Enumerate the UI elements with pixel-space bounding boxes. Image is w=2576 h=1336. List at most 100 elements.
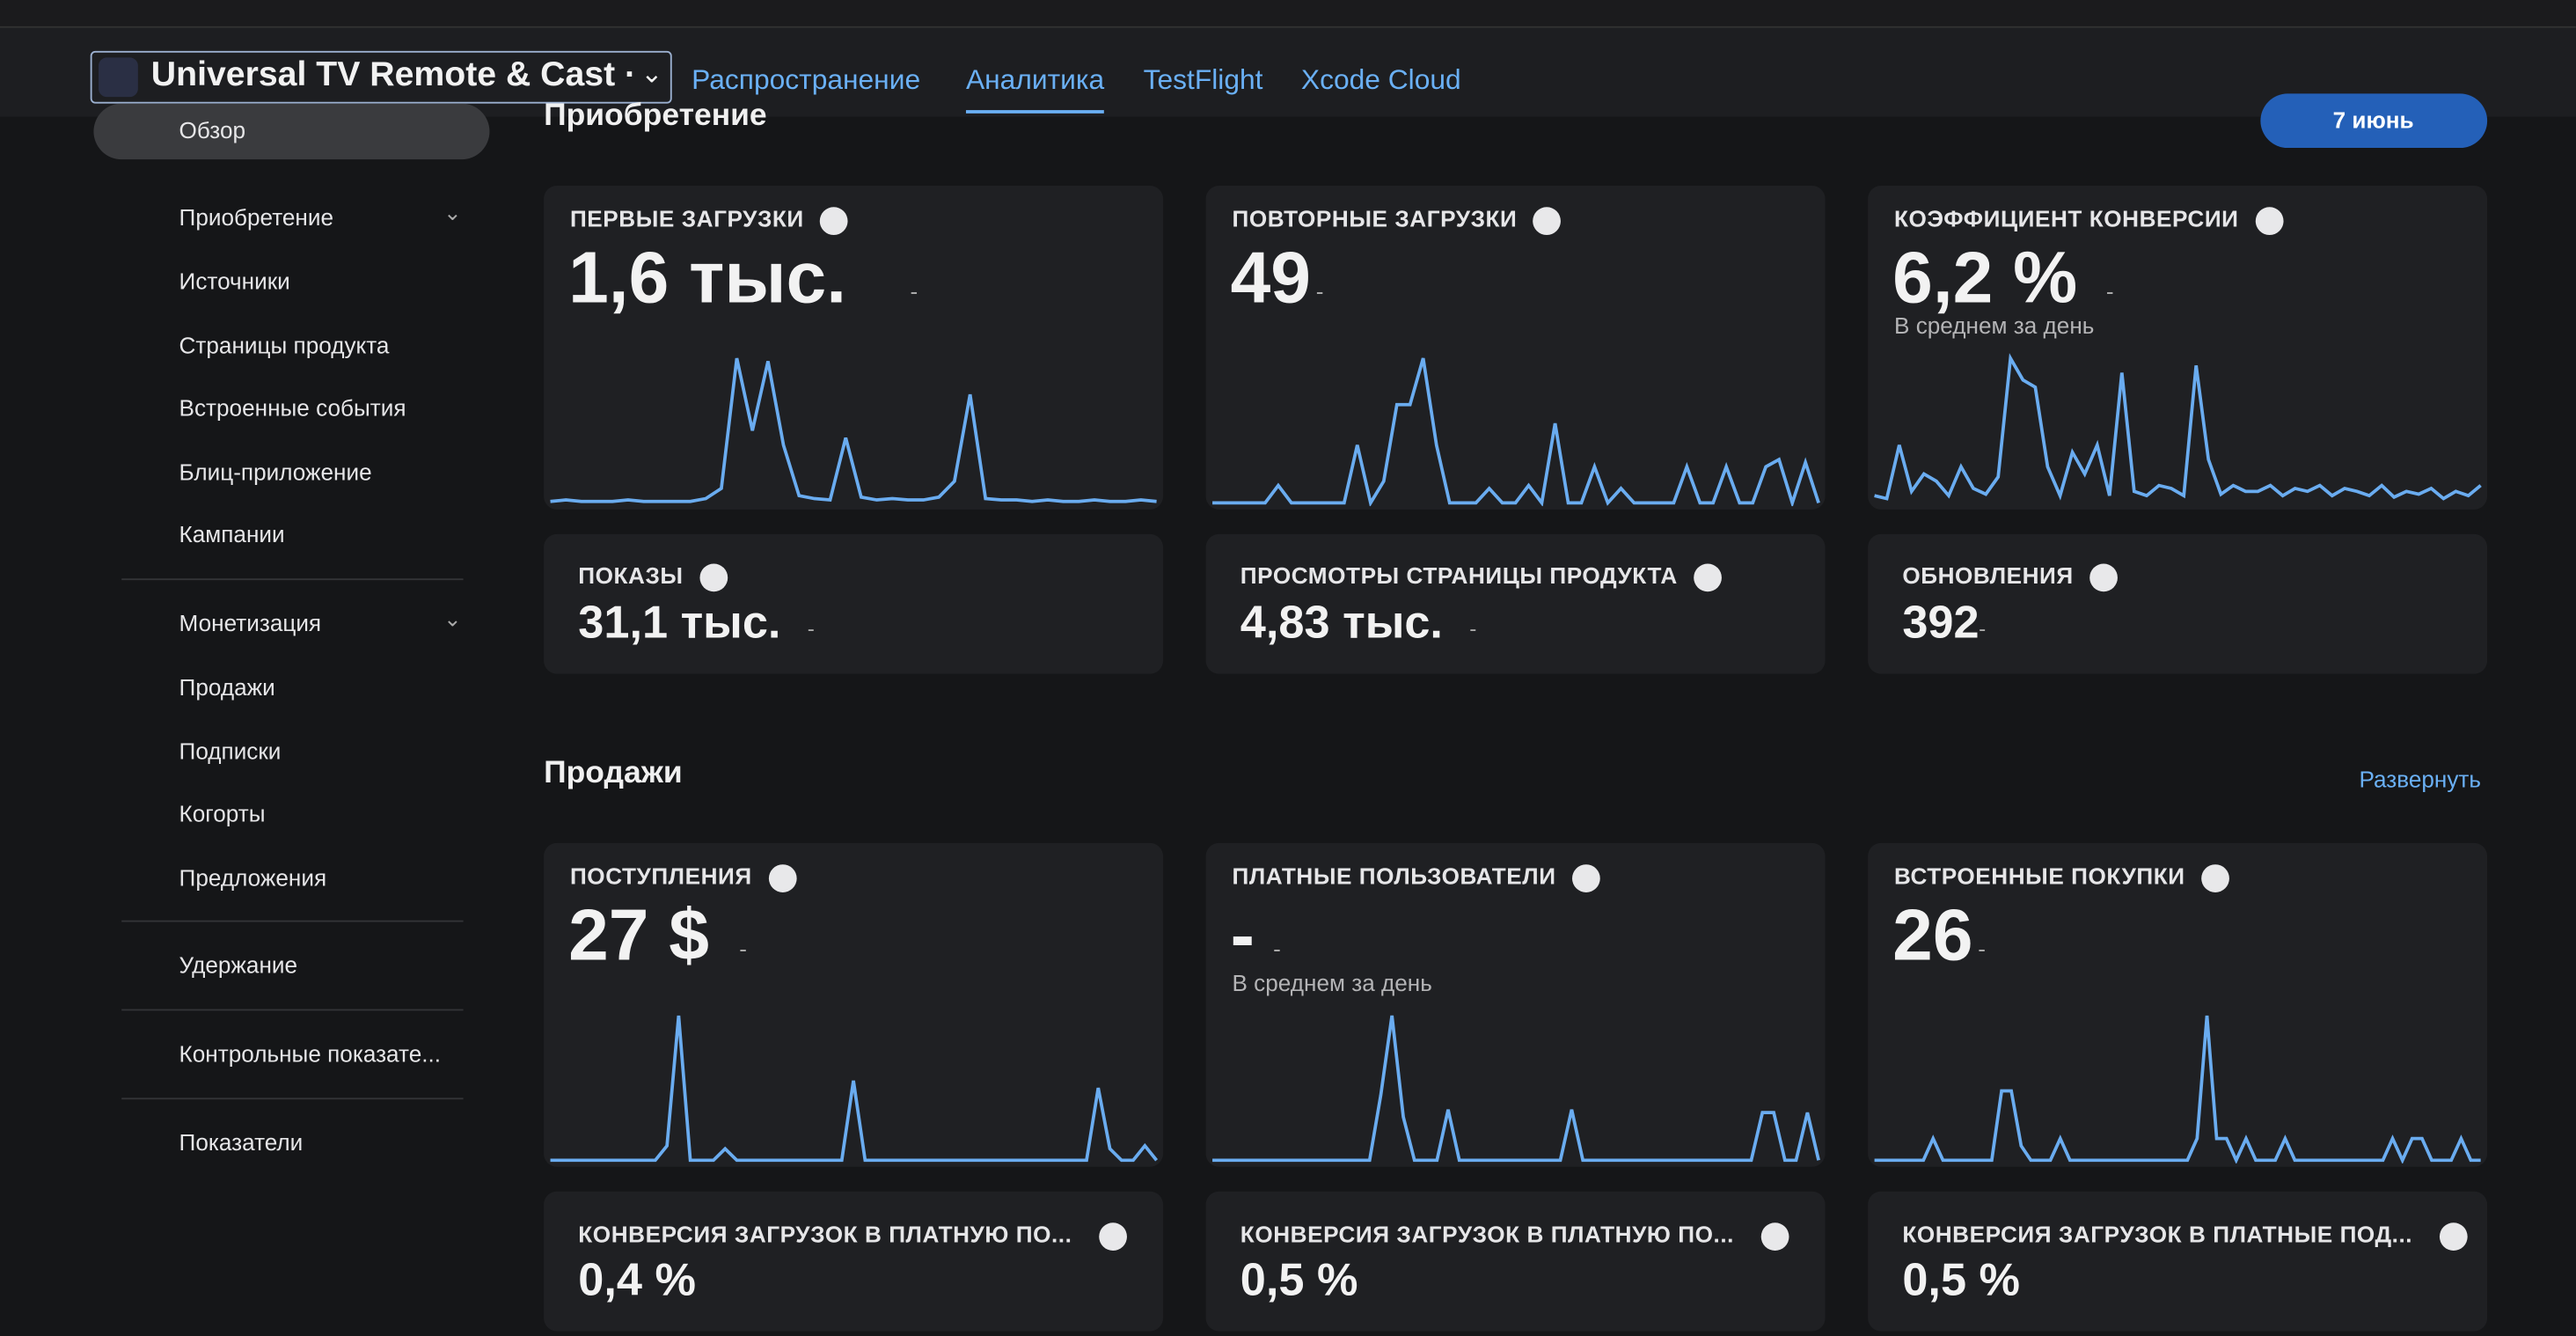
top-nav: Universal TV Remote & Cast · ⌄ bbox=[0, 27, 2576, 117]
sparkline bbox=[1874, 353, 2482, 501]
info-icon bbox=[2201, 863, 2230, 892]
metric-label-text: ПЕРВЫЕ ЗАГРУЗКИ bbox=[569, 205, 804, 232]
spark-line bbox=[1874, 1015, 2481, 1164]
chevron: ⌄ bbox=[443, 606, 462, 632]
metric-delta: - bbox=[1469, 616, 1477, 642]
section-title: Продажи bbox=[544, 755, 683, 791]
metric-card: ПЛАТНЫЕ ПОЛЬЗОВАТЕЛИ - - В среднем за день bbox=[1205, 842, 1826, 1167]
sparkline bbox=[1874, 1015, 2481, 1164]
metric-delta: - bbox=[2105, 277, 2114, 305]
nav-item[interactable]: Встроенные события bbox=[179, 394, 406, 422]
metric-label-text: ПОВТОРНЫЕ ЗАГРУЗКИ bbox=[1232, 205, 1518, 232]
nav-item[interactable]: Подписки bbox=[179, 737, 282, 764]
metric-label: КОЭФФИЦИЕНТ КОНВЕРСИИ bbox=[1893, 205, 2283, 235]
metric-delta: - bbox=[910, 277, 918, 305]
info-icon bbox=[2089, 563, 2119, 591]
metric-card-small: ПОКАЗЫ 31,1 тыс. - bbox=[544, 533, 1164, 674]
nav-item[interactable]: Предложения bbox=[179, 863, 327, 891]
metric-label: ПРОСМОТРЫ СТРАНИЦЫ ПРОДУКТА bbox=[1240, 562, 1723, 591]
metric-label: ПОСТУПЛЕНИЯ bbox=[569, 863, 797, 892]
spark-line bbox=[550, 357, 1157, 503]
metric-value: 26 bbox=[1892, 895, 1973, 977]
info-icon bbox=[1533, 206, 1562, 235]
metric-label: ПОВТОРНЫЕ ЗАГРУЗКИ bbox=[1232, 205, 1562, 235]
sparkline bbox=[550, 357, 1157, 503]
nav-item[interactable]: Когорты bbox=[179, 800, 266, 827]
metric-delta: - bbox=[1979, 616, 1987, 642]
sparkline bbox=[1212, 357, 1820, 507]
browser-bar bbox=[0, 0, 2576, 28]
nav-item[interactable]: Кампании bbox=[179, 521, 285, 548]
date-button[interactable]: 7 июнь bbox=[2260, 93, 2488, 149]
metric-label: КОНВЕРСИЯ ЗАГРУЗОК В ПЛАТНЫЕ ПОД... bbox=[1902, 1221, 2467, 1251]
nav-group[interactable]: Приобретение bbox=[179, 203, 334, 231]
info-icon bbox=[1098, 1222, 1127, 1251]
sparkline bbox=[1212, 1015, 1820, 1163]
nav-link[interactable]: Удержание bbox=[179, 951, 298, 979]
spark-line bbox=[550, 1015, 1159, 1163]
nav-link[interactable]: Контрольные показате... bbox=[179, 1040, 442, 1067]
divider bbox=[121, 1009, 464, 1011]
metric-label: КОНВЕРСИЯ ЗАГРУЗОК В ПЛАТНУЮ ПО... bbox=[578, 1221, 1127, 1251]
info-icon bbox=[1760, 1222, 1789, 1251]
metric-value: 0,5 % bbox=[1240, 1253, 1358, 1305]
metric-label-text: КОЭФФИЦИЕНТ КОНВЕРСИИ bbox=[1893, 205, 2239, 232]
nav-link[interactable]: Показатели bbox=[179, 1128, 304, 1156]
metric-label-text: ПОСТУПЛЕНИЯ bbox=[569, 863, 752, 890]
date-label: 7 июнь bbox=[2332, 106, 2414, 134]
nav-item[interactable]: Источники bbox=[179, 268, 290, 295]
metric-delta: - bbox=[1315, 277, 1324, 305]
metric-card-small: ПРОСМОТРЫ СТРАНИЦЫ ПРОДУКТА 4,83 тыс. - bbox=[1205, 533, 1826, 674]
spark-line bbox=[1874, 353, 2482, 501]
nav-tab[interactable]: TestFlight bbox=[1143, 63, 1263, 96]
info-icon bbox=[699, 563, 728, 591]
metric-label: ОБНОВЛЕНИЯ bbox=[1902, 562, 2119, 591]
info-icon bbox=[1572, 863, 1600, 892]
metric-delta: - bbox=[1978, 935, 1986, 962]
nav-item[interactable]: Блиц-приложение bbox=[179, 458, 372, 485]
metric-value: 392 bbox=[1902, 596, 1980, 648]
section-title: Приобретение bbox=[544, 99, 767, 134]
metric-label-text: ПОКАЗЫ bbox=[578, 562, 684, 589]
metric-card: ПОСТУПЛЕНИЯ 27 $ - bbox=[544, 842, 1164, 1167]
nav-item-active[interactable]: Обзор bbox=[93, 103, 490, 160]
chevron: ⌄ bbox=[443, 200, 462, 225]
spark-line bbox=[1212, 1015, 1820, 1163]
info-icon bbox=[2255, 206, 2283, 235]
nav-label: Обзор bbox=[179, 116, 246, 143]
metric-label: ПЕРВЫЕ ЗАГРУЗКИ bbox=[569, 205, 849, 235]
metric-note: В среднем за день bbox=[1893, 312, 2095, 339]
app-selector[interactable]: Universal TV Remote & Cast · ⌄ bbox=[90, 50, 672, 104]
nav-group[interactable]: Монетизация bbox=[179, 609, 322, 636]
metric-label-text: ОБНОВЛЕНИЯ bbox=[1902, 562, 2074, 589]
metric-value: 4,83 тыс. bbox=[1240, 596, 1443, 648]
nav-tab[interactable]: Аналитика bbox=[965, 64, 1105, 114]
metric-value: - bbox=[1230, 895, 1255, 977]
divider bbox=[121, 578, 464, 581]
divider bbox=[121, 921, 464, 923]
metric-value: 0,4 % bbox=[578, 1253, 697, 1305]
metric-label-text: КОНВЕРСИЯ ЗАГРУЗОК В ПЛАТНУЮ ПО... bbox=[1240, 1221, 1734, 1248]
expand-link[interactable]: Развернуть bbox=[2359, 766, 2482, 793]
nav-item[interactable]: Страницы продукта bbox=[179, 331, 390, 358]
metric-label-text: ПЛАТНЫЕ ПОЛЬЗОВАТЕЛИ bbox=[1232, 863, 1556, 890]
sparkline bbox=[550, 1015, 1159, 1163]
metric-label-text: КОНВЕРСИЯ ЗАГРУЗОК В ПЛАТНУЮ ПО... bbox=[578, 1221, 1072, 1248]
metric-value: 49 bbox=[1230, 238, 1312, 319]
chevron: ⌄ bbox=[640, 61, 663, 89]
nav-item[interactable]: Продажи bbox=[179, 673, 275, 701]
metric-label: ВСТРОЕННЫЕ ПОКУПКИ bbox=[1894, 863, 2230, 892]
spark-line bbox=[1212, 357, 1820, 507]
nav-tab[interactable]: Распространение bbox=[692, 63, 921, 96]
metric-card-small: КОНВЕРСИЯ ЗАГРУЗОК В ПЛАТНЫЕ ПОД... 0,5 % bbox=[1868, 1191, 2488, 1332]
metric-delta: - bbox=[739, 935, 748, 962]
metric-label: КОНВЕРСИЯ ЗАГРУЗОК В ПЛАТНУЮ ПО... bbox=[1240, 1221, 1789, 1251]
metric-label: ПОКАЗЫ bbox=[578, 562, 728, 591]
metric-label: ПЛАТНЫЕ ПОЛЬЗОВАТЕЛИ bbox=[1232, 863, 1600, 892]
info-icon bbox=[820, 206, 849, 235]
divider bbox=[121, 1097, 464, 1100]
app-icon bbox=[99, 57, 138, 98]
nav-tab[interactable]: Xcode Cloud bbox=[1300, 63, 1461, 96]
info-icon bbox=[768, 863, 797, 892]
metric-label-text: КОНВЕРСИЯ ЗАГРУЗОК В ПЛАТНЫЕ ПОД... bbox=[1902, 1221, 2413, 1248]
